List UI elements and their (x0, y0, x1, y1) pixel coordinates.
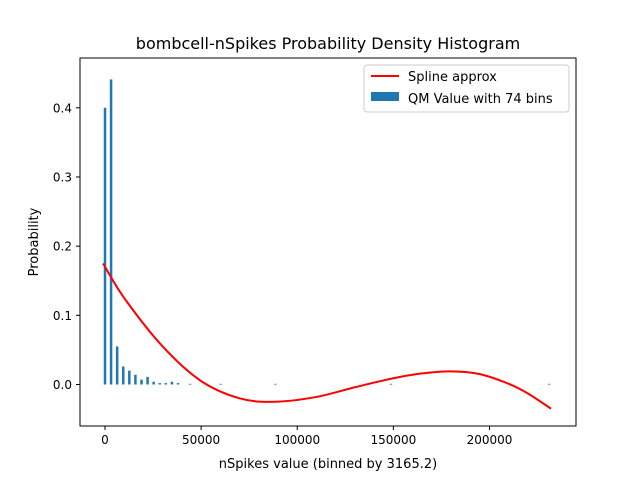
histogram-bar (547, 383, 551, 385)
y-tick-label: 0.2 (53, 240, 72, 254)
x-axis: 0 50000 100000 150000 200000 (101, 426, 512, 447)
histogram-bar (109, 79, 113, 385)
y-tick-label: 0.0 (53, 378, 72, 392)
histogram-bar (140, 379, 143, 385)
histogram-bar (134, 374, 137, 385)
histogram-bar (164, 383, 168, 385)
histogram-bar (115, 346, 119, 385)
legend: Spline approx QM Value with 74 bins (363, 64, 570, 113)
histogram-bar (158, 383, 162, 385)
x-tick-label: 150000 (370, 433, 416, 447)
histogram-bar (188, 383, 192, 385)
x-tick-label: 50000 (182, 433, 220, 447)
x-tick-label: 100000 (274, 433, 320, 447)
y-tick-label: 0.4 (53, 101, 72, 115)
histogram-bar (170, 381, 174, 385)
legend-box (363, 64, 570, 113)
plot-area (102, 79, 552, 410)
histogram-bar (274, 383, 277, 385)
x-tick-label: 0 (101, 433, 109, 447)
y-tick-label: 0.3 (53, 170, 72, 184)
histogram-bar (152, 381, 155, 385)
histogram-bar (103, 107, 107, 385)
y-tick-label: 0.1 (53, 309, 72, 323)
histogram-bar (176, 383, 180, 385)
histogram-bar (122, 366, 125, 385)
legend-label: QM Value with 74 bins (408, 92, 553, 107)
legend-label: Spline approx (408, 70, 497, 85)
x-axis-label: nSpikes value (binned by 3165.2) (219, 457, 437, 472)
histogram-bar (146, 376, 149, 385)
histogram-bar (389, 383, 393, 385)
plot-frame (79, 57, 577, 427)
histogram-bar (219, 383, 222, 385)
y-axis: 0.0 0.1 0.2 0.3 0.4 (53, 101, 80, 392)
histogram-bar (128, 370, 131, 385)
chart-title: bombcell-nSpikes Probability Density His… (136, 34, 520, 53)
legend-bar-swatch (371, 92, 399, 101)
x-tick-label: 200000 (467, 433, 513, 447)
spline-line (102, 262, 552, 410)
y-axis-label: Probability (27, 207, 42, 276)
